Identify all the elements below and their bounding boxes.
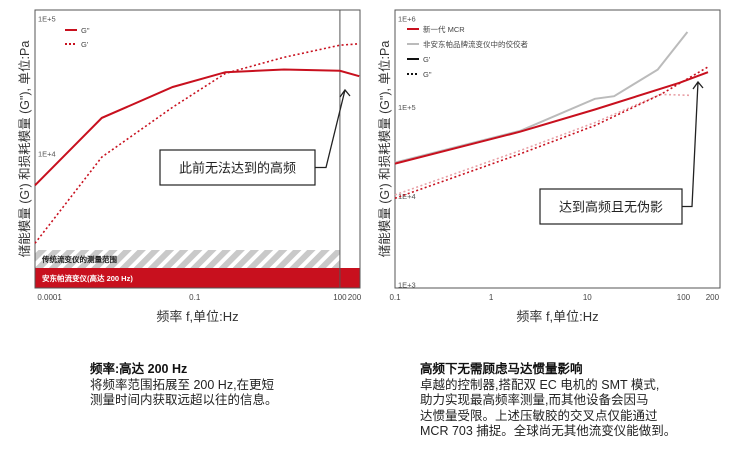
legend-label: 新一代 MCR [423,24,465,34]
y-tick-label: 1E+5 [38,15,56,24]
x-tick-label: 200 [706,293,720,302]
y-tick-label: 1E+5 [398,103,416,112]
y-tick-label: 1E+6 [398,14,416,23]
caption-line: 测量时间内获取远超以往的信息。 [90,393,278,407]
legend-label: G' [81,40,89,49]
legend-label: G" [423,70,432,79]
anton-paar-range-label: 安东帕流变仪(高达 200 Hz) [42,273,133,283]
series-line-g [34,68,360,187]
caption-line: 达惯量受限。上述压敏胶的交叉点仅能通过 [420,408,658,423]
x-axis-label: 频率 f,单位:Hz [156,309,238,324]
caption-title: 频率:高达 200 Hz [90,362,188,376]
annotation-text: 达到高频且无伪影 [559,200,663,215]
x-tick-label: 10 [583,293,592,302]
x-tick-label: 100 [333,293,347,302]
traditional-range-label: 传统流变仪的测量范围 [41,254,117,264]
y-tick-label: 1E+3 [398,281,416,290]
series-line-competitorg [394,93,690,196]
traditional-range-band [35,250,340,268]
annotation-box [539,188,683,225]
caption-line: 将频率范围拓展至 200 Hz,在更短 [90,377,275,392]
caption-frequency: 频率:高达 200 Hz 将频率范围拓展至 200 Hz,在更短 测量时间内获取… [90,362,278,409]
x-tick-label: 1 [489,293,494,302]
x-tick-label: 100 [677,293,691,302]
legend-label: G" [81,26,90,35]
caption-line: 卓越的控制器,搭配双 EC 电机的 SMT 模式, [420,377,660,392]
plot-frame [394,9,721,289]
series-line-g [34,43,360,244]
y-tick-label: 1E+4 [38,149,56,158]
annotation-box [159,149,316,186]
caption-title: 高频下无需顾虑马达惯量影响 [420,362,583,376]
plot-frame [34,9,361,289]
series-line-mcrg [394,71,709,165]
annotation-arrow [682,80,704,208]
x-tick-label: 0.1 [389,293,401,302]
x-axis-label: 频率 f,单位:Hz [516,309,598,324]
y-axis-label: 储能模量 (G') 和损耗模量 (G"), 单位:Pa [17,41,32,258]
legend-label: G' [423,55,431,64]
series-line-mcrg [394,66,709,200]
legend-label: 非安东帕品牌流变仪中的佼佼者 [423,39,528,49]
x-tick-label: 0.1 [189,293,201,302]
caption-line: 助力实现最高频率测量,而其他设备会因马 [420,393,649,407]
x-tick-label: 200 [348,293,362,302]
y-tick-label: 1E+4 [398,192,416,201]
annotation-arrow [315,88,351,169]
caption-inertia: 高频下无需顾虑马达惯量影响 卓越的控制器,搭配双 EC 电机的 SMT 模式, … [420,362,676,440]
annotation-text: 此前无法达到的高频 [179,161,296,176]
y-axis-label: 储能模量 (G') 和损耗模量 (G"), 单位:Pa [377,41,392,258]
anton-paar-range-band [35,268,360,288]
x-tick-label: 0.0001 [37,293,62,302]
series-line-competitorg [394,31,689,164]
caption-line: MCR 703 捕捉。全球尚无其他流变仪能做到。 [420,424,677,438]
